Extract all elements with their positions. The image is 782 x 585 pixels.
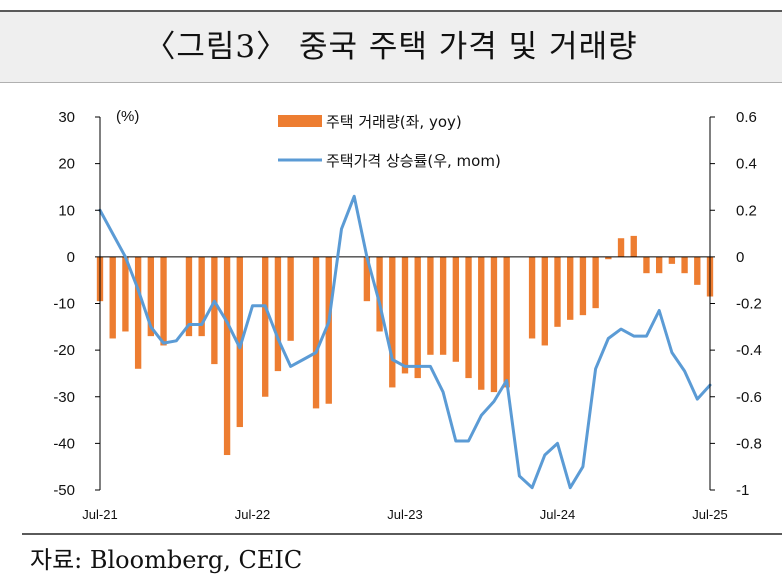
bar-2025-03: [655, 256, 663, 274]
bottom-rule: [22, 533, 782, 535]
left-tick-label: -20: [53, 342, 75, 359]
chart: 30 20 10 0 -10 -20 -30 -40 -50 0.6 0.4 0.2 0 -0.2 -0.…: [53, 108, 762, 522]
bar-2023-10: [439, 256, 447, 355]
right-tick-label: 0.4: [736, 156, 757, 173]
price-line: [98, 194, 712, 490]
bar-2022-12: [312, 256, 320, 409]
bar-2025-06: [694, 256, 701, 285]
right-ticks: 0.6 0.4 0.2 0 -0.2 -0.4 -0.6 -0.8 -1: [710, 109, 762, 499]
bar-2023-05: [376, 256, 383, 332]
line-series-group: [98, 194, 712, 490]
bar-2021-12: [160, 256, 167, 346]
top-rule: [0, 10, 782, 12]
bar-2022-02: [185, 256, 193, 337]
bar-2025-04: [668, 256, 676, 264]
bar-2024-05: [528, 256, 536, 339]
bar-2022-10: [287, 256, 294, 341]
bar-2024-07: [554, 256, 561, 327]
bar-2023-12: [465, 256, 472, 379]
legend-line-label: 주택가격 상승률(우, mom): [326, 152, 501, 170]
right-tick-label: -0.6: [736, 389, 762, 406]
x-tick-label: Jul-24: [540, 507, 575, 522]
bar-2023-08: [414, 256, 421, 379]
right-tick-label: -0.8: [736, 435, 762, 452]
left-tick-label: 10: [58, 202, 75, 219]
x-tick-label: Jul-21: [82, 507, 117, 522]
bar-2022-06: [236, 256, 243, 428]
legend-bar-swatch: [278, 115, 322, 127]
bar-2024-08: [567, 256, 574, 320]
left-tick-label: -50: [53, 482, 75, 499]
left-tick-label: -10: [53, 296, 75, 313]
legend: 주택 거래량(좌, yoy) 주택가격 상승률(우, mom): [278, 113, 501, 170]
bar-2024-12: [617, 238, 625, 257]
bar-2024-10: [592, 256, 599, 309]
bar-2022-05: [223, 256, 231, 456]
bar-2021-09: [122, 256, 129, 332]
bar-2023-09: [427, 256, 434, 355]
bar-2021-08: [109, 256, 116, 339]
bar-2023-04: [363, 256, 371, 302]
bar-2022-03: [198, 256, 205, 337]
right-tick-label: 0: [736, 249, 744, 266]
bar-2022-08: [262, 256, 269, 397]
right-tick-label: -0.4: [736, 342, 762, 359]
source-note: 자료: Bloomberg, CEIC: [30, 546, 303, 574]
bar-2023-01: [325, 256, 332, 404]
bar-2025-01: [630, 235, 637, 257]
left-tick-label: 30: [58, 109, 75, 126]
bar-2024-01: [478, 256, 485, 390]
bar-2023-06: [389, 256, 396, 388]
bar-2021-10: [134, 256, 142, 369]
right-tick-label: -1: [736, 482, 749, 499]
bar-2024-02: [490, 256, 498, 393]
legend-bar-label: 주택 거래량(좌, yoy): [326, 113, 462, 131]
figure-title: 〈그림3〉 중국 주택 가격 및 거래량: [144, 29, 638, 65]
bar-2021-11: [147, 256, 155, 337]
x-ticks: Jul-21 Jul-22 Jul-23 Jul-24 Jul-25: [82, 507, 727, 522]
bar-series: [96, 235, 714, 456]
unit-label: (%): [116, 108, 139, 125]
left-tick-label: 0: [67, 249, 75, 266]
right-tick-label: -0.2: [736, 296, 762, 313]
x-tick-label: Jul-25: [692, 507, 727, 522]
bar-2024-11: [605, 256, 612, 260]
bar-2023-11: [452, 256, 460, 362]
bar-2022-04: [211, 256, 218, 365]
left-tick-label: -40: [53, 435, 75, 452]
bar-2024-06: [541, 256, 548, 346]
x-tick-label: Jul-22: [235, 507, 270, 522]
bar-2022-09: [274, 256, 282, 372]
bar-2025-02: [643, 256, 650, 274]
bar-2023-07: [401, 256, 409, 374]
title-band: [0, 12, 782, 82]
bar-2024-09: [579, 256, 587, 316]
left-tick-label: -30: [53, 389, 75, 406]
x-tick-label: Jul-23: [387, 507, 422, 522]
bar-2024-03: [503, 256, 510, 388]
left-ticks: 30 20 10 0 -10 -20 -30 -40 -50: [53, 109, 100, 499]
right-tick-label: 0.2: [736, 202, 757, 219]
left-tick-label: 20: [58, 156, 75, 173]
title-divider: [0, 82, 782, 83]
bar-2025-05: [681, 256, 688, 274]
right-tick-label: 0.6: [736, 109, 757, 126]
